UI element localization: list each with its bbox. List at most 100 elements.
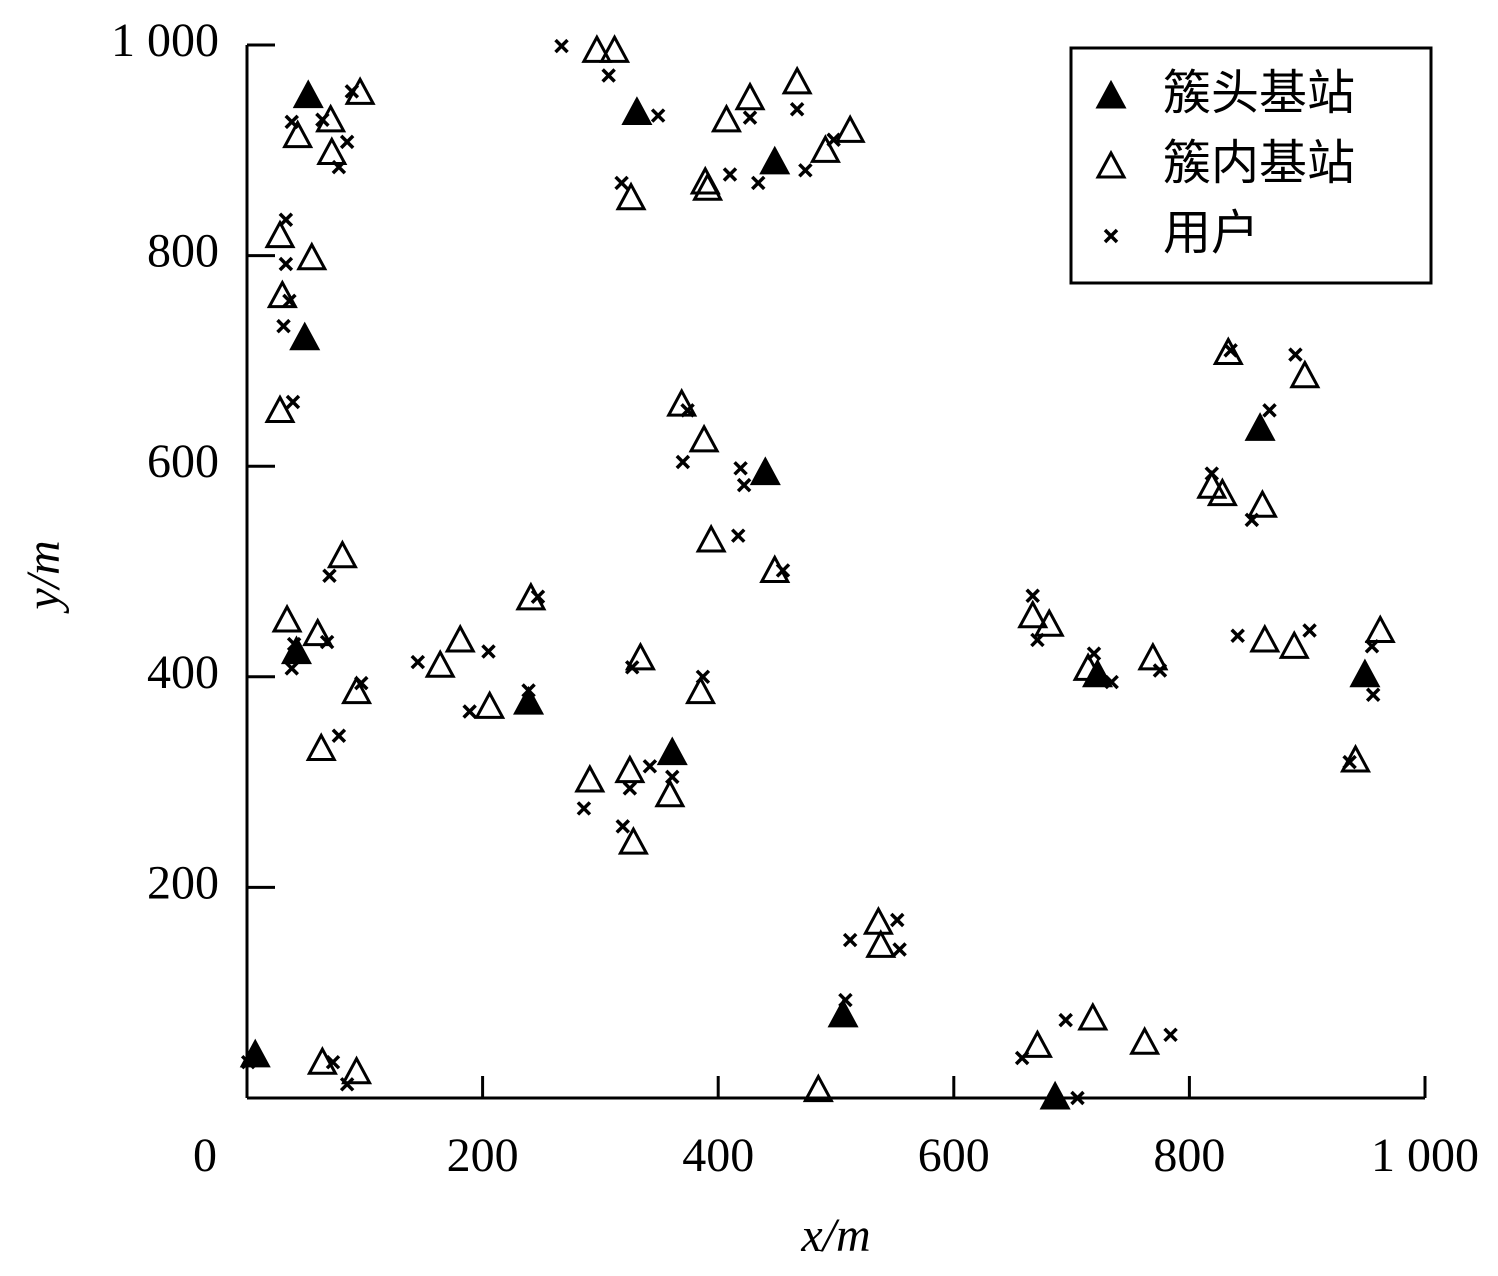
- cross: [339, 1077, 355, 1092]
- x-tick-label: 200: [447, 1129, 519, 1182]
- cross: [1223, 343, 1238, 358]
- user-marker: [624, 660, 640, 675]
- cluster-member-marker: [781, 65, 813, 95]
- user-marker: [615, 819, 631, 834]
- user-marker: [339, 1077, 355, 1092]
- cross: [614, 175, 629, 191]
- legend-box: [1069, 46, 1433, 285]
- cluster-member-marker: [341, 1055, 373, 1085]
- cluster-member-marker: [599, 34, 631, 63]
- user-marker: [278, 256, 294, 272]
- cluster-member-marker: [1021, 1029, 1053, 1058]
- user-marker: [530, 589, 546, 605]
- cluster-head-marker: [1095, 79, 1127, 109]
- cross: [892, 942, 907, 957]
- cross: [344, 84, 360, 99]
- user-marker: [286, 636, 302, 652]
- cross: [1030, 632, 1045, 648]
- cross: [339, 134, 355, 150]
- cross: [1288, 347, 1303, 362]
- cross: [278, 212, 294, 228]
- user-marker: [284, 114, 300, 130]
- legend-label: 簇内基站: [1163, 135, 1355, 191]
- y-tick-label: 600: [147, 435, 219, 488]
- user-marker: [838, 992, 853, 1008]
- user-marker: [576, 801, 592, 816]
- cluster-member-marker: [1072, 652, 1104, 681]
- cluster-member-marker: [685, 675, 717, 705]
- legend-label: 用户: [1163, 205, 1259, 261]
- cluster-member-marker: [264, 394, 296, 423]
- cross: [331, 159, 347, 175]
- user-marker: [1086, 646, 1102, 661]
- cluster-member-marker: [1077, 1001, 1109, 1031]
- user-marker: [462, 704, 477, 719]
- cluster-head-marker: [1244, 412, 1276, 441]
- user-marker: [1302, 623, 1317, 638]
- cluster-head-marker: [513, 685, 545, 715]
- user-marker: [736, 477, 752, 493]
- cross: [1014, 1050, 1030, 1066]
- cluster-member-marker: [341, 675, 373, 705]
- cluster-member-marker: [302, 617, 334, 647]
- cross: [826, 132, 841, 148]
- user-marker: [622, 781, 638, 796]
- user-marker: [1103, 228, 1119, 244]
- cluster-member-marker: [802, 1073, 834, 1103]
- cluster-head-marker: [289, 321, 321, 351]
- cluster-member-marker: [264, 219, 296, 249]
- cluster-member-marker: [266, 279, 298, 309]
- user-marker: [1163, 1027, 1178, 1043]
- cross: [838, 992, 853, 1008]
- user-marker: [1365, 687, 1381, 702]
- user-marker: [276, 318, 291, 334]
- user-marker: [240, 1054, 256, 1070]
- cross: [1058, 1012, 1073, 1028]
- cluster-member-marker: [271, 603, 303, 633]
- user-marker: [642, 759, 658, 774]
- x-axis-label: x/m: [800, 1209, 870, 1262]
- user-marker: [1058, 1012, 1073, 1028]
- y-axis-label: y/m: [17, 540, 70, 614]
- cluster-member-marker: [1137, 641, 1169, 671]
- cluster-member-marker: [654, 778, 686, 808]
- cluster-member-marker: [1206, 477, 1238, 507]
- user-marker: [826, 132, 841, 148]
- cross: [890, 912, 905, 928]
- cluster-member-marker: [834, 114, 866, 143]
- cluster-head-marker: [749, 456, 781, 486]
- user-marker: [325, 1054, 341, 1070]
- x-tick-label: 0: [193, 1129, 217, 1182]
- cross: [276, 318, 291, 334]
- cluster-member-marker: [614, 754, 646, 784]
- user-marker: [892, 942, 907, 957]
- user-marker: [675, 454, 691, 470]
- user-marker: [842, 932, 858, 948]
- cross: [282, 293, 297, 309]
- user-marker: [1030, 632, 1045, 648]
- cluster-member-marker: [1095, 149, 1127, 179]
- user-marker: [284, 661, 300, 676]
- cross: [680, 403, 695, 418]
- cross: [642, 759, 658, 774]
- user-marker: [521, 683, 536, 698]
- cluster-member-marker: [1289, 359, 1321, 389]
- cluster-member-marker: [306, 1046, 338, 1075]
- user-marker: [331, 159, 347, 175]
- user-marker: [614, 175, 629, 191]
- user-marker: [789, 101, 805, 117]
- cluster-member-marker: [424, 649, 456, 678]
- user-marker: [481, 644, 496, 659]
- cross: [284, 661, 300, 676]
- cross: [554, 38, 569, 54]
- cluster-member-marker: [581, 34, 613, 63]
- user-marker: [331, 728, 347, 744]
- cluster-member-marker: [326, 539, 358, 569]
- cross: [1204, 466, 1220, 481]
- x-tick-label: 800: [1153, 1129, 1225, 1182]
- user-marker: [722, 167, 738, 182]
- cluster-member-marker: [692, 172, 724, 201]
- user-marker: [322, 568, 337, 583]
- cluster-member-marker: [695, 523, 727, 553]
